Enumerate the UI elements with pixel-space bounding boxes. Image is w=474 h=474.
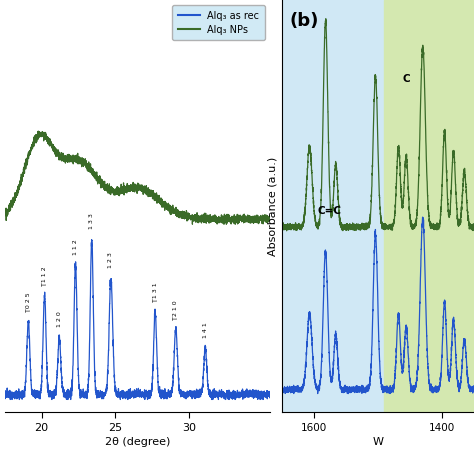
- Y-axis label: Absorbance (a.u.): Absorbance (a.u.): [268, 156, 278, 256]
- Text: 1 2 0: 1 2 0: [57, 311, 62, 328]
- Bar: [384, 0, 474, 412]
- X-axis label: 2θ (degree): 2θ (degree): [105, 437, 170, 447]
- Bar: [282, 0, 384, 412]
- Legend: Alq₃ as rec, Alq₃ NPs: Alq₃ as rec, Alq₃ NPs: [173, 5, 265, 40]
- Text: Ţ0 2 5: Ţ0 2 5: [26, 292, 31, 312]
- Text: (b): (b): [290, 12, 319, 30]
- Text: 1 4 1: 1 4 1: [203, 322, 208, 337]
- X-axis label: W: W: [373, 437, 383, 447]
- Text: C=C: C=C: [317, 206, 341, 216]
- Text: Ţ2 1 0: Ţ2 1 0: [173, 300, 178, 319]
- Text: Ţ1 1 2: Ţ1 1 2: [42, 266, 47, 286]
- Text: C: C: [403, 74, 410, 84]
- Text: 1 2 3: 1 2 3: [109, 252, 113, 268]
- Text: 1 3 3: 1 3 3: [89, 213, 94, 229]
- Text: 1 1 2: 1 1 2: [73, 239, 78, 255]
- Text: Ţ1 3 1: Ţ1 3 1: [153, 282, 158, 301]
